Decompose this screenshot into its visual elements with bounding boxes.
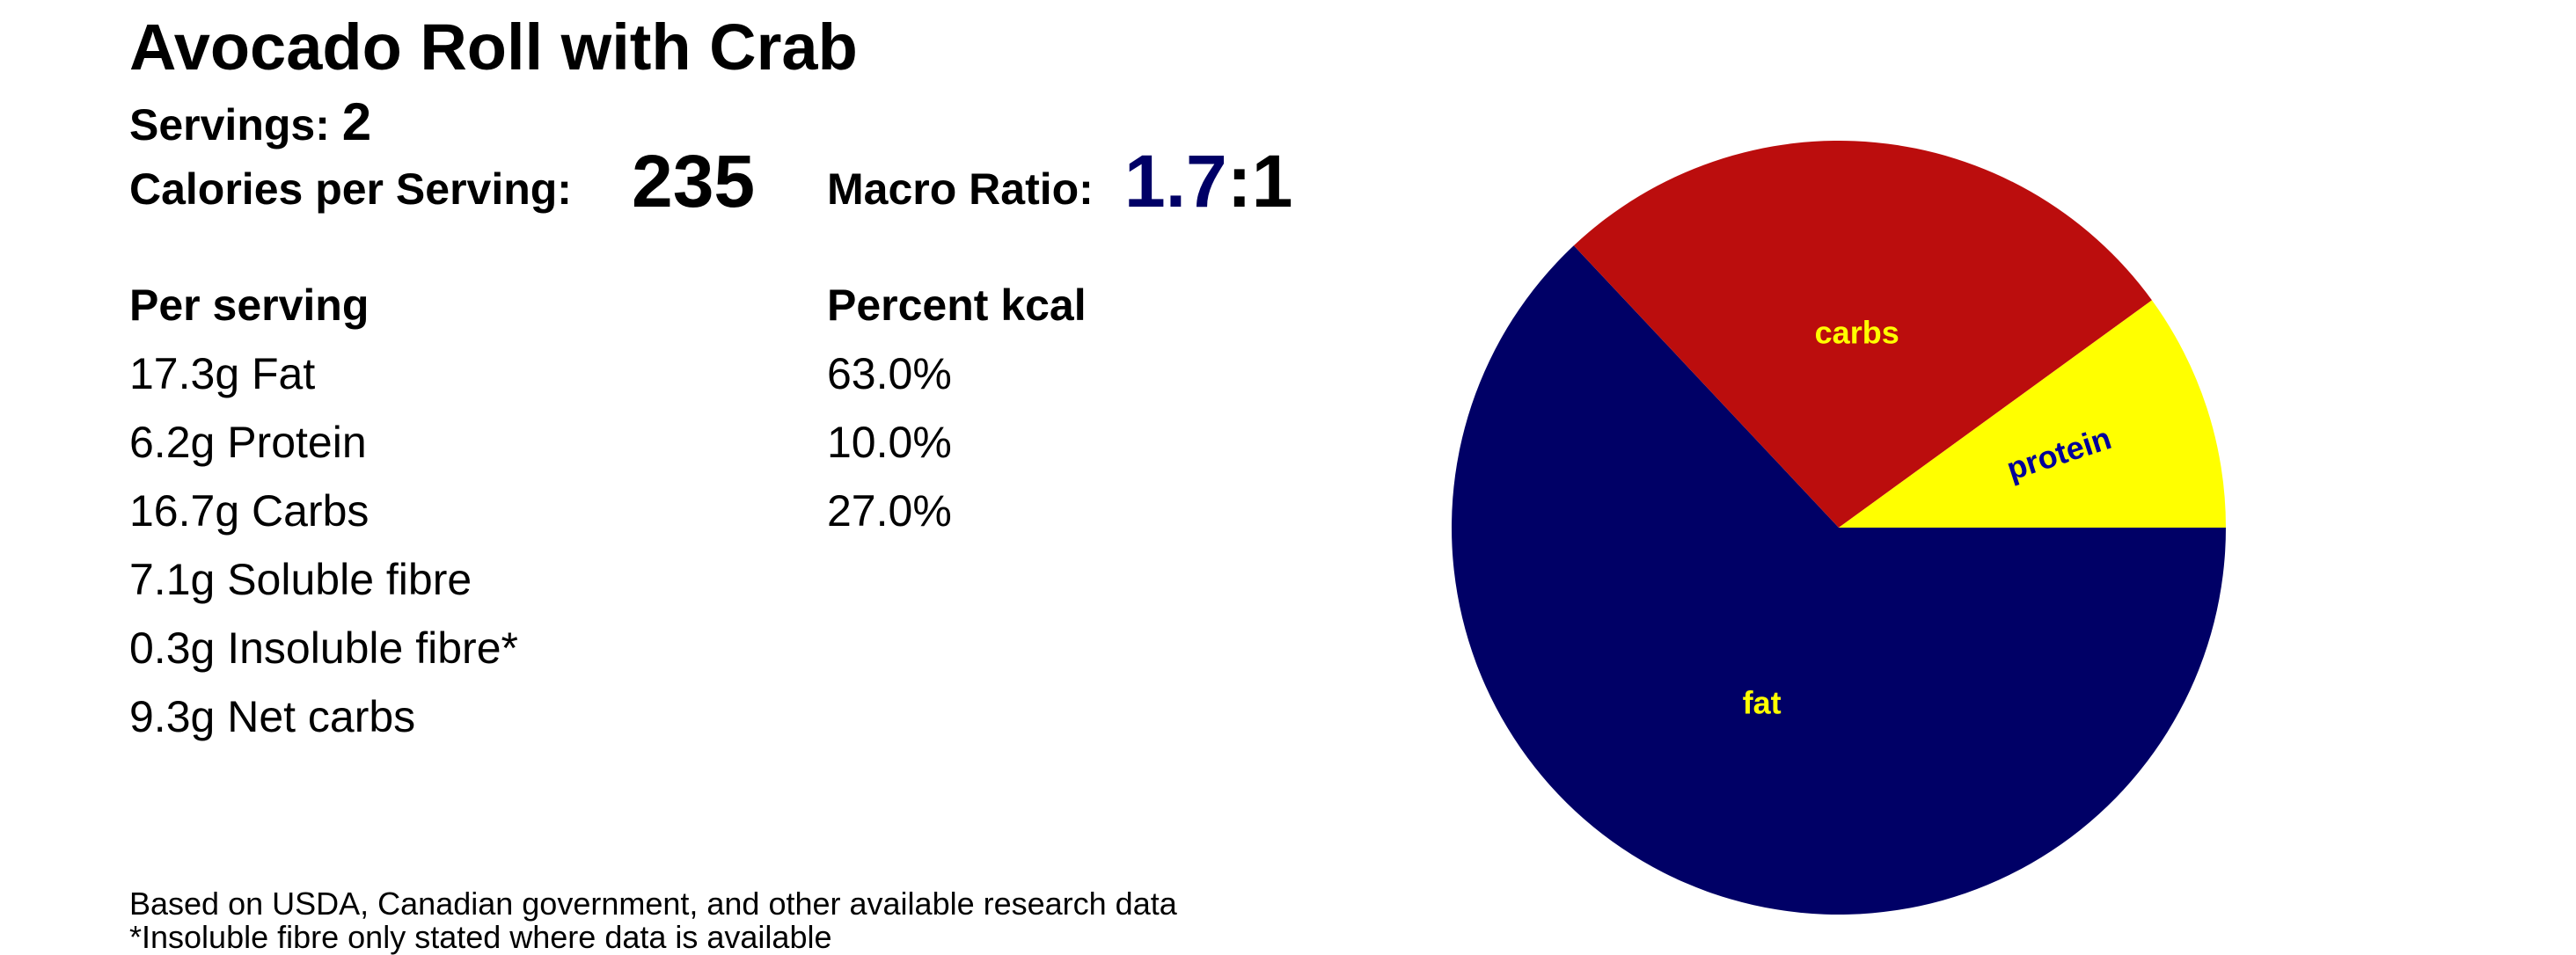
servings-label: Servings: bbox=[129, 100, 330, 149]
pie-slice-fat bbox=[1452, 245, 2226, 915]
macro-ratio-suffix: :1 bbox=[1226, 140, 1293, 222]
percent-kcal-header: Percent kcal bbox=[827, 281, 1087, 330]
footnote-insoluble: *Insoluble fibre only stated where data … bbox=[129, 919, 832, 955]
nutrient-row-protein: 6.2g Protein bbox=[129, 418, 367, 467]
pie-slice-protein bbox=[1839, 300, 2226, 528]
calories-label: Calories per Serving: bbox=[129, 164, 572, 214]
macro-ratio-value: 1.7:1 bbox=[1124, 137, 1292, 225]
pie-slice-carbs bbox=[1573, 141, 2152, 528]
servings-line: Servings: 2 bbox=[129, 95, 371, 152]
calories-value: 235 bbox=[632, 140, 756, 222]
pie-label-carbs: carbs bbox=[1815, 314, 1899, 350]
pie-label-fat: fat bbox=[1743, 684, 1782, 720]
nutrient-row-carbs: 16.7g Carbs bbox=[129, 486, 370, 536]
macro-ratio-number: 1.7 bbox=[1124, 140, 1227, 222]
percent-row-protein: 10.0% bbox=[827, 418, 952, 467]
nutrient-row-fat: 17.3g Fat bbox=[129, 349, 316, 398]
nutrient-row-net-carbs: 9.3g Net carbs bbox=[129, 692, 416, 741]
percent-row-carbs: 27.0% bbox=[827, 486, 952, 536]
percent-row-fat: 63.0% bbox=[827, 349, 952, 398]
macro-ratio-label: Macro Ratio: bbox=[827, 164, 1094, 214]
nutrient-row-soluble-fibre: 7.1g Soluble fibre bbox=[129, 555, 472, 604]
per-serving-header: Per serving bbox=[129, 281, 370, 330]
servings-value: 2 bbox=[341, 92, 372, 151]
recipe-title: Avocado Roll with Crab bbox=[129, 11, 858, 84]
footnote-source: Based on USDA, Canadian government, and … bbox=[129, 886, 1177, 922]
nutrient-row-insoluble-fibre: 0.3g Insoluble fibre* bbox=[129, 623, 518, 673]
